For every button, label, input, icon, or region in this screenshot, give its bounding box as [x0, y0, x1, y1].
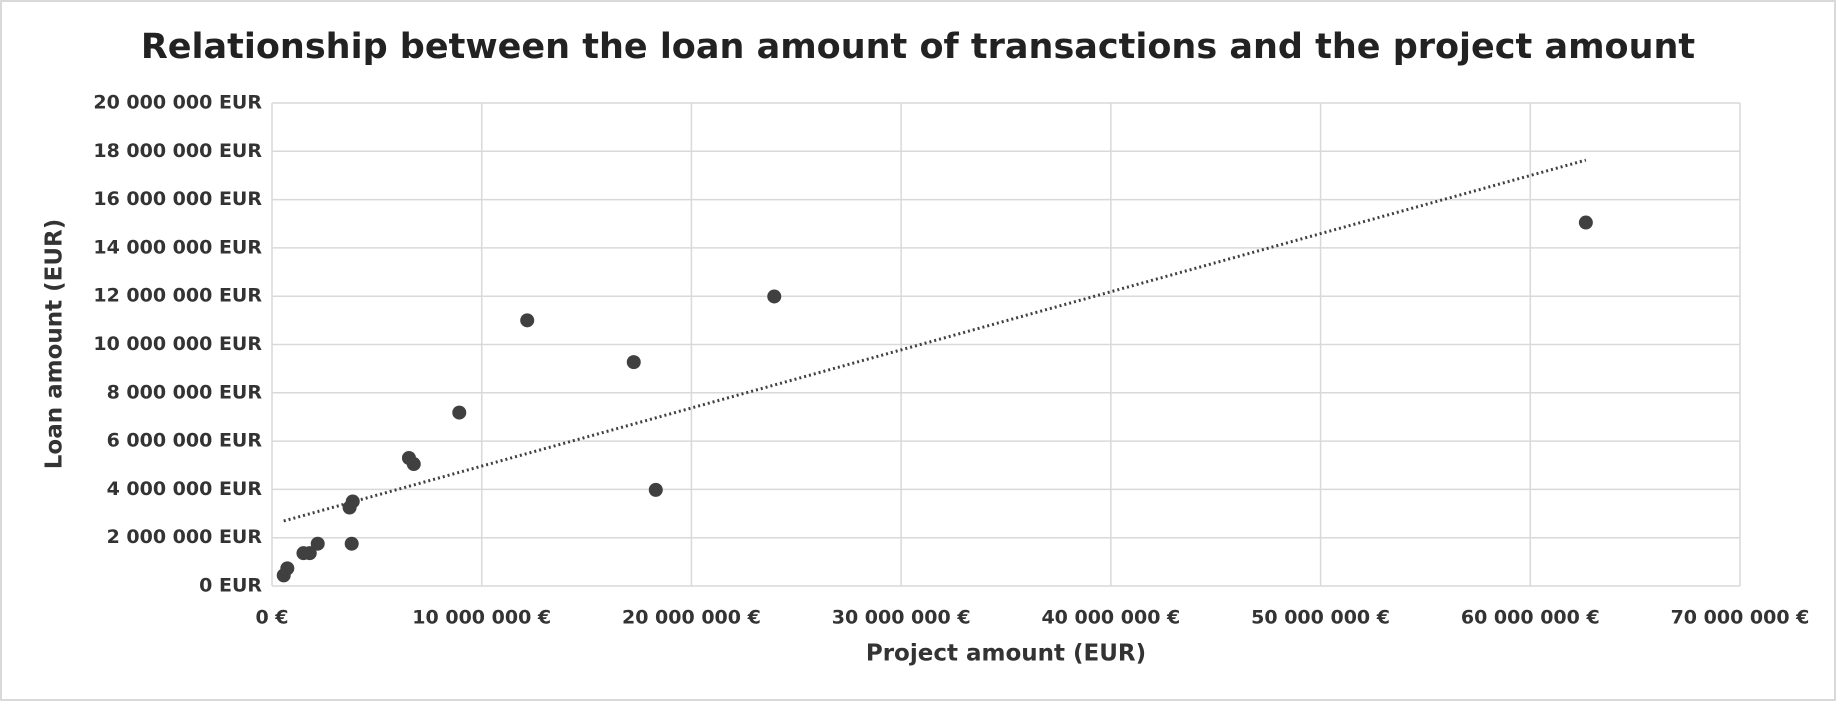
y-tick-label: 2 000 000 EUR [107, 526, 263, 548]
x-tick-label: 40 000 000 € [1041, 607, 1180, 629]
y-axis-title: Loan amount (EUR) [42, 219, 68, 470]
x-tick-label: 70 000 000 € [1671, 607, 1810, 629]
x-tick-label: 60 000 000 € [1461, 607, 1600, 629]
y-tick-label: 8 000 000 EUR [107, 381, 263, 403]
y-tick-label: 14 000 000 EUR [93, 236, 262, 258]
chart-title: Relationship between the loan amount of … [141, 27, 1695, 67]
y-tick-label: 0 EUR [199, 575, 262, 597]
point [310, 536, 325, 551]
point [344, 536, 359, 551]
point [648, 482, 663, 497]
x-tick-label: 50 000 000 € [1251, 607, 1390, 629]
point [520, 313, 535, 328]
point [345, 494, 360, 509]
point [767, 289, 782, 304]
y-tick-label: 20 000 000 EUR [93, 92, 262, 114]
point [280, 561, 295, 576]
y-tick-label: 18 000 000 EUR [93, 140, 262, 162]
point [452, 405, 467, 420]
y-tick-label: 12 000 000 EUR [93, 285, 262, 307]
point [302, 546, 317, 561]
x-tick-label: 0 € [255, 607, 288, 629]
y-tick-label: 6 000 000 EUR [107, 430, 263, 452]
x-tick-label: 10 000 000 € [412, 607, 551, 629]
point [406, 457, 421, 472]
point [626, 355, 641, 370]
point [1578, 215, 1593, 230]
trendline [283, 158, 1587, 523]
y-tick-label: 16 000 000 EUR [93, 188, 262, 210]
x-tick-label: 30 000 000 € [832, 607, 971, 629]
x-tick-label: 20 000 000 € [622, 607, 761, 629]
y-tick-label: 4 000 000 EUR [107, 478, 263, 500]
x-axis-title: Project amount (EUR) [866, 641, 1146, 667]
y-tick-label: 10 000 000 EUR [93, 333, 262, 355]
